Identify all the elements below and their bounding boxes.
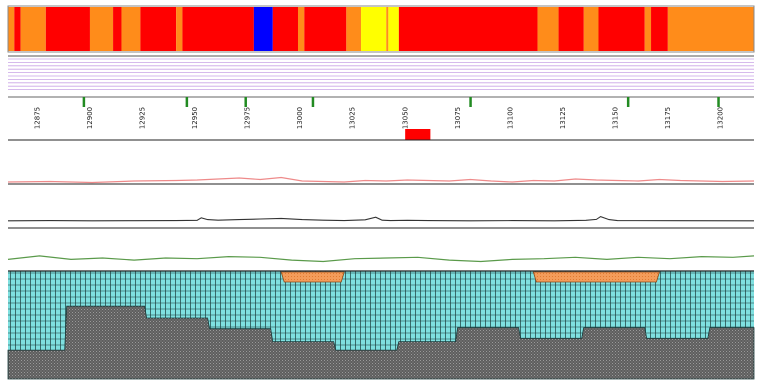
- ruler-label-13025: 13025: [349, 107, 357, 129]
- color-segment-10: [253, 7, 273, 51]
- color-segment-12: [297, 7, 305, 51]
- color-segment-17: [388, 7, 399, 51]
- ruler-label-13050: 13050: [401, 107, 409, 129]
- color-segment-23: [644, 7, 652, 51]
- color-band-border: [7, 5, 755, 53]
- ruler-marker-3: [311, 97, 315, 107]
- color-segment-20: [558, 7, 584, 51]
- color-segment-24: [651, 7, 668, 51]
- color-segment-25: [667, 7, 754, 51]
- color-segment-22: [598, 7, 645, 51]
- ruler-label-12900: 12900: [86, 107, 94, 129]
- color-segment-4: [89, 7, 114, 51]
- color-segment-2: [20, 7, 46, 51]
- ruler-label-13125: 13125: [559, 107, 567, 129]
- ruler-marker-5: [626, 97, 630, 107]
- pink-signal-line: [7, 176, 755, 184]
- ruler-marker-1: [185, 97, 189, 107]
- ruler-marker-6: [717, 97, 720, 107]
- color-segment-21: [583, 7, 599, 51]
- dark-signal-line: [7, 215, 755, 222]
- ruler-label-13200: 13200: [716, 107, 724, 129]
- ruler-label-13075: 13075: [454, 107, 462, 129]
- color-segment-19: [537, 7, 559, 51]
- orange-region-1: [532, 271, 660, 283]
- ruler-label-13150: 13150: [611, 107, 619, 129]
- color-segment-0: [8, 7, 15, 51]
- ruler-marker-2: [244, 97, 247, 107]
- ruler-label-13100: 13100: [506, 107, 514, 129]
- color-band-track: [8, 7, 754, 51]
- ruler-label-12875: 12875: [34, 107, 42, 129]
- color-segment-9: [182, 7, 254, 51]
- color-segment-7: [140, 7, 177, 51]
- color-segment-8: [176, 7, 183, 51]
- orange-region-0: [280, 271, 345, 283]
- color-segment-5: [113, 7, 122, 51]
- color-segment-3: [45, 7, 90, 51]
- green-signal-line: [7, 255, 755, 263]
- ruler-marker-4: [469, 97, 472, 107]
- stacked-lines-track: [8, 55, 754, 90]
- ruler-labels: 12875 12900 12925 12950 12975 13000 13025 13050…: [34, 107, 725, 129]
- color-segment-18: [398, 7, 538, 51]
- color-segment-1: [14, 7, 21, 51]
- ruler-label-12950: 12950: [191, 107, 199, 129]
- color-segment-6: [121, 7, 141, 51]
- ruler-markers: [82, 97, 720, 107]
- color-segment-15: [361, 7, 387, 51]
- color-segment-11: [272, 7, 298, 51]
- selection-highlight: [405, 129, 431, 140]
- ruler-marker-0: [82, 97, 86, 107]
- orange-regions: [280, 271, 660, 283]
- ruler-label-13175: 13175: [664, 107, 672, 129]
- ruler-label-12925: 12925: [139, 107, 147, 129]
- color-segment-14: [346, 7, 362, 51]
- color-segment-16: [386, 7, 389, 51]
- color-segment-13: [304, 7, 347, 51]
- ruler-label-12975: 12975: [244, 107, 252, 129]
- depth-profile: [7, 305, 755, 380]
- ruler-label-13000: 13000: [296, 107, 304, 129]
